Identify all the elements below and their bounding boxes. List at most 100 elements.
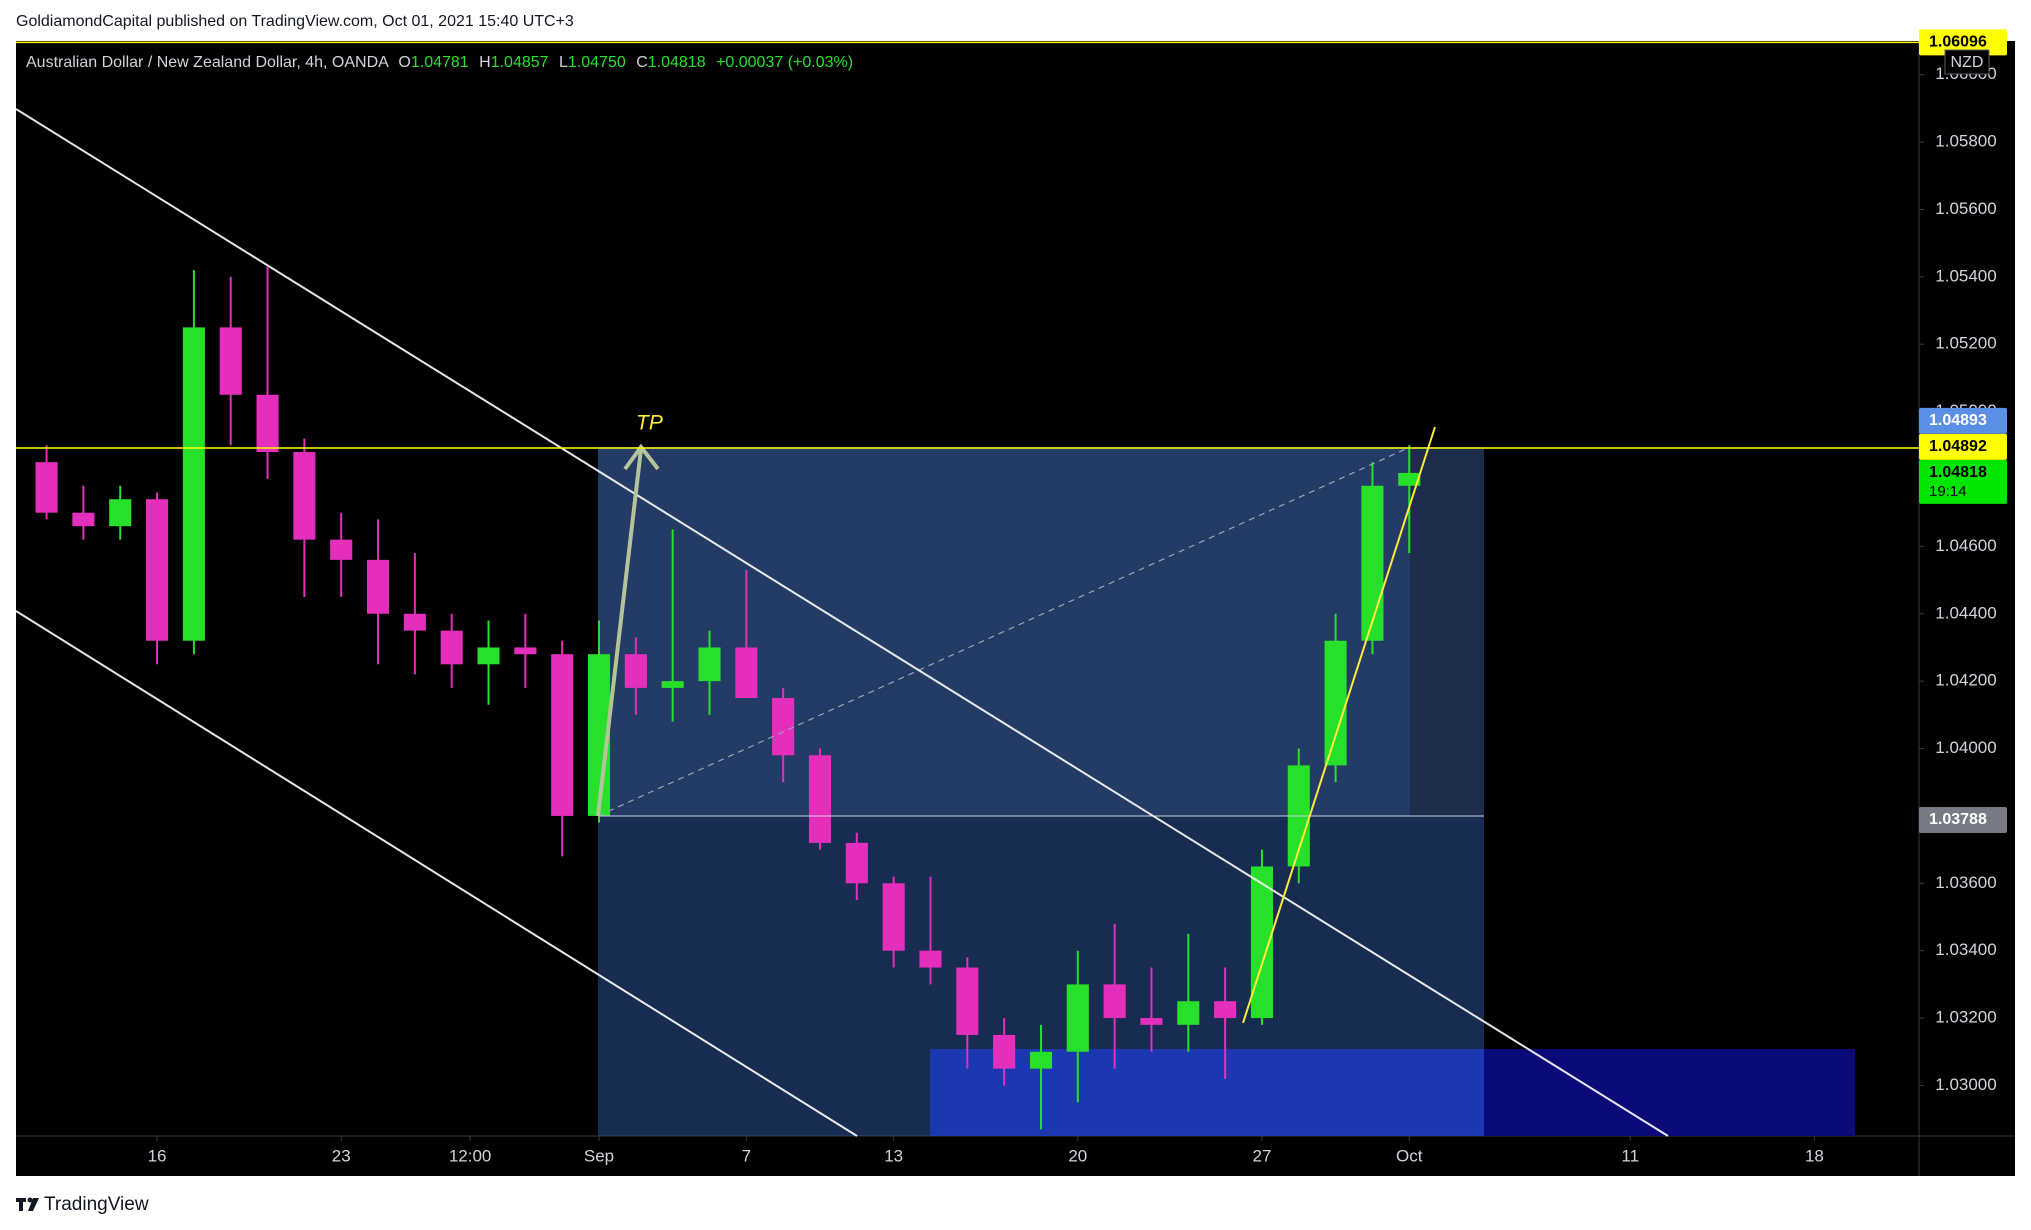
price-tag-label: 1.04893 [1929,412,1987,429]
price-tag [1919,459,2007,504]
candle-body [1103,984,1126,1019]
channel-lower [15,610,858,1137]
y-tick-label: 1.04400 [1935,603,1996,622]
candle-body [35,462,58,513]
y-tick-label: 1.03200 [1935,1008,1996,1027]
y-tick-label: 1.03000 [1935,1075,1996,1094]
drawings-back [598,447,1855,1136]
candle-body [1066,984,1089,1052]
y-tick-label: 1.05400 [1935,266,1996,285]
x-tick-label: 11 [1621,1146,1639,1165]
candle-body [293,452,316,540]
x-tick-label: 23 [332,1146,351,1165]
legend-key: C [636,54,648,71]
legend-value: 1.04750 [568,54,626,71]
candle-body [514,647,537,655]
candle-body [256,394,279,453]
candle-body [330,539,353,560]
candle-body [146,499,169,641]
logo-part [27,1197,33,1203]
candle-body [72,512,95,527]
y-tick-label: 1.05800 [1935,132,1996,151]
legend-title: Australian Dollar / New Zealand Dollar, … [26,54,389,71]
candle-body [182,327,205,641]
candle-body [440,630,463,665]
y-tick-label: 1.03400 [1935,940,1996,959]
x-tick-label: 13 [884,1146,903,1165]
x-tick-label: 27 [1252,1146,1271,1165]
y-tick-label: 1.04600 [1935,536,1996,555]
channel-upper [15,108,1669,1137]
drawings-front: TP [15,41,1919,1137]
x-tick-label: 7 [742,1146,751,1165]
candle-body [808,755,832,843]
candle-body [735,647,758,698]
x-tick-label: 16 [148,1146,167,1165]
candle-body [219,327,242,395]
price-tag-countdown: 19:14 [1929,483,1967,500]
footer-logo [16,1197,39,1211]
tp-arrow [596,448,643,817]
tp-arrow-head [623,443,660,471]
demand-zone-ext [1484,1049,1855,1136]
position-path [597,446,1411,817]
candle-body [772,698,795,756]
y-tick-label: 1.05600 [1935,199,1996,218]
publish-header: GoldiamondCapital published on TradingVi… [16,13,574,30]
footer-brand: TradingView [44,1194,149,1215]
position-target-zone-future [1410,447,1484,816]
tp-label: TP [636,412,663,435]
candle-body [1140,1018,1163,1025]
candle-body [1177,1001,1200,1025]
candle-body [366,559,390,614]
currency-label: NZD [1951,54,1984,71]
candle-body [403,613,426,631]
candle-body [882,883,905,951]
legend: Australian Dollar / New Zealand Dollar, … [26,54,853,71]
legend-change: +0.00037 (+0.03%) [716,54,853,71]
price-tag-label: 1.06096 [1929,34,1987,51]
price-tags: 1.03788 1.04818 19:14 1.04892 1.04893 1.06096 [1919,29,2007,833]
candle-body [624,654,647,688]
candle-body [1029,1051,1053,1069]
price-tag [1919,29,2007,56]
candle-body [477,647,500,665]
legend-value: 1.04781 [411,54,469,71]
candle-body [661,681,684,688]
price-tag-label: 1.03788 [1929,811,1987,828]
demand-zone [930,1049,1484,1136]
price-tag [1919,433,2007,460]
y-tick-label: 1.04200 [1935,671,1996,690]
x-tick-label: 20 [1068,1146,1087,1165]
legend-key: O [398,54,410,71]
logo-part [28,1198,39,1211]
logo-part [19,1198,23,1211]
candle-body [956,967,979,1035]
candle-body [1398,472,1421,486]
candle-body [993,1034,1016,1069]
price-tag [1919,806,2007,833]
x-tick-label: Oct [1396,1146,1423,1165]
y-tick-label: 1.05200 [1935,334,1996,353]
y-tick-label: 1.03600 [1935,873,1996,892]
candle-body [1361,485,1384,641]
legend-value: 1.04818 [648,54,706,71]
legend-value: 1.04857 [491,54,549,71]
x-tick-label: 12:00 [449,1146,492,1165]
trend-line [1242,426,1436,1024]
candle-body [109,499,132,527]
x-tick-label: 18 [1805,1146,1824,1165]
candle-body [919,950,942,968]
candle-body [551,654,574,816]
legend-key: H [479,54,491,71]
price-tag-label: 1.04818 [1929,464,1987,481]
currency-box [1944,49,1990,75]
candle-body [1324,640,1347,766]
x-tick-label: Sep [584,1146,614,1165]
candle-body [845,842,868,884]
candle-body [1214,1001,1237,1019]
y-tick-label: 1.04000 [1935,738,1996,757]
price-tag-label: 1.04892 [1929,438,1987,455]
candle-body [698,647,721,682]
